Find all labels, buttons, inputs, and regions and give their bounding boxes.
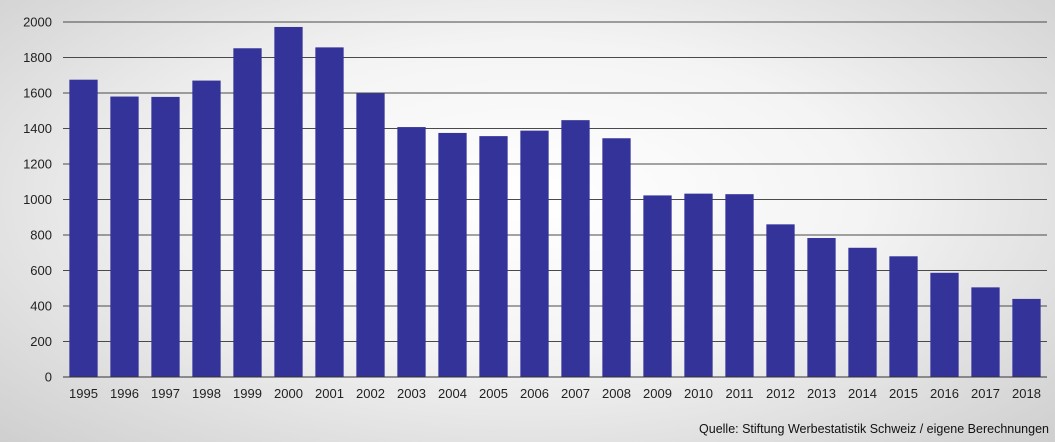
x-tick-label: 2004 bbox=[438, 386, 467, 401]
bar-2000 bbox=[274, 26, 303, 377]
bar-1996 bbox=[110, 96, 139, 378]
x-tick-label: 2000 bbox=[274, 386, 303, 401]
x-tick-label: 2001 bbox=[315, 386, 344, 401]
x-tick-label: 1999 bbox=[233, 386, 262, 401]
bar-2002 bbox=[356, 93, 385, 377]
y-tick-label: 1600 bbox=[23, 86, 52, 101]
x-tick-label: 1997 bbox=[151, 386, 180, 401]
y-tick-label: 1000 bbox=[23, 192, 52, 207]
bar-2006 bbox=[520, 130, 549, 377]
x-tick-label: 2005 bbox=[479, 386, 508, 401]
y-tick-label: 800 bbox=[30, 228, 52, 243]
bar-2018 bbox=[1012, 298, 1041, 377]
y-tick-label: 1200 bbox=[23, 157, 52, 172]
x-tick-label: 2002 bbox=[356, 386, 385, 401]
source-note: Quelle: Stiftung Werbestatistik Schweiz … bbox=[699, 422, 1049, 436]
bar-2001 bbox=[315, 47, 344, 377]
x-tick-label: 2011 bbox=[726, 386, 754, 401]
y-tick-label: 0 bbox=[45, 370, 52, 385]
bar-2017 bbox=[971, 287, 1000, 377]
bar-2008 bbox=[602, 138, 631, 377]
bar-2014 bbox=[848, 247, 877, 377]
bar-2005 bbox=[479, 136, 508, 377]
x-tick-label: 2008 bbox=[602, 386, 631, 401]
y-tick-label: 1400 bbox=[23, 121, 52, 136]
x-tick-label: 2016 bbox=[930, 386, 959, 401]
x-tick-label: 2017 bbox=[971, 386, 1000, 401]
x-tick-label: 2007 bbox=[561, 386, 590, 401]
bar-1998 bbox=[192, 80, 221, 377]
y-tick-label: 2000 bbox=[23, 15, 52, 30]
x-tick-label: 2003 bbox=[397, 386, 426, 401]
x-tick-label: 2014 bbox=[848, 386, 877, 401]
bar-1999 bbox=[233, 48, 262, 378]
x-tick-label: 2010 bbox=[684, 386, 713, 401]
bar-2010 bbox=[684, 193, 713, 377]
x-tick-label: 1998 bbox=[192, 386, 221, 401]
bar-2004 bbox=[438, 132, 467, 377]
bar-2007 bbox=[561, 120, 590, 377]
y-tick-label: 600 bbox=[30, 263, 52, 278]
x-tick-label: 1995 bbox=[69, 386, 98, 401]
x-tick-label: 2012 bbox=[766, 386, 795, 401]
x-tick-label: 2018 bbox=[1012, 386, 1041, 401]
bar-2009 bbox=[643, 195, 672, 377]
bar-2016 bbox=[930, 272, 959, 377]
y-tick-label: 400 bbox=[30, 299, 52, 314]
x-tick-label: 2009 bbox=[643, 386, 672, 401]
bar-2013 bbox=[807, 238, 836, 377]
bar-1995 bbox=[69, 79, 98, 377]
bar-2012 bbox=[766, 224, 795, 377]
y-tick-label: 200 bbox=[30, 334, 52, 349]
x-tick-label: 1996 bbox=[110, 386, 139, 401]
x-tick-label: 2015 bbox=[889, 386, 918, 401]
bar-2011 bbox=[725, 194, 754, 377]
y-tick-label: 1800 bbox=[23, 50, 52, 65]
bar-2003 bbox=[397, 127, 426, 377]
x-tick-label: 2006 bbox=[520, 386, 549, 401]
x-tick-label: 2013 bbox=[807, 386, 836, 401]
bar-2015 bbox=[889, 256, 918, 377]
bar-1997 bbox=[151, 96, 180, 377]
